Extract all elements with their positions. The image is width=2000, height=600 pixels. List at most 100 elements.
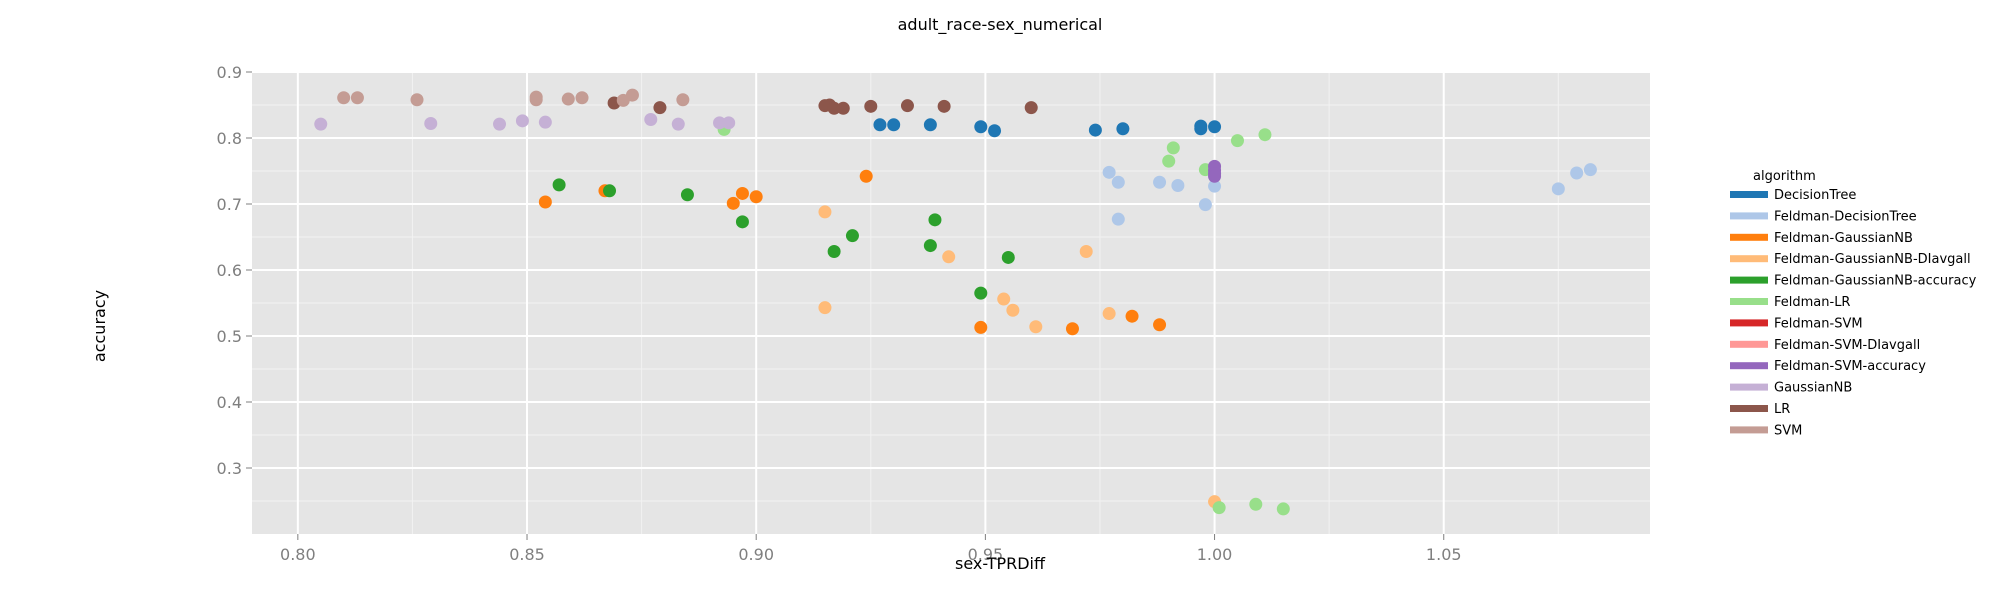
point-feldman-gaussiannb bbox=[538, 195, 552, 209]
point-lr bbox=[827, 101, 841, 115]
point-feldman-gaussiannb bbox=[1065, 322, 1079, 336]
y-tick-label: 0.5 bbox=[217, 327, 242, 346]
point-feldman-gaussiannb bbox=[726, 196, 740, 210]
legend-title: algorithm bbox=[1753, 169, 1816, 184]
legend-swatch-lr bbox=[1730, 405, 1768, 412]
point-feldman-lr bbox=[1258, 128, 1272, 142]
legend-swatch-feldman-gaussiannb-diavgall bbox=[1730, 255, 1768, 263]
point-decisiontree bbox=[1116, 122, 1130, 136]
point-gaussiannb bbox=[493, 117, 507, 131]
legend: algorithm DecisionTree Feldman-DecisionTr… bbox=[1730, 169, 1977, 438]
point-svm bbox=[410, 93, 424, 107]
legend-swatch-feldman-lr bbox=[1730, 298, 1768, 305]
legend-label-feldman-gaussiannb-accuracy: Feldman-GaussianNB-accuracy bbox=[1774, 274, 1977, 289]
point-decisiontree bbox=[887, 118, 901, 132]
point-feldman-lr bbox=[1162, 154, 1176, 168]
legend-label-feldman-svm-diavgall: Feldman-SVM-DIavgall bbox=[1774, 338, 1920, 353]
y-axis-title: accuracy bbox=[90, 290, 109, 362]
legend-label-gaussiannb: GaussianNB bbox=[1774, 381, 1852, 396]
point-feldman-gaussiannb-diavgall bbox=[1102, 307, 1116, 321]
legend-swatch-feldman-svm-accuracy bbox=[1730, 362, 1768, 370]
point-feldman-lr bbox=[1276, 502, 1290, 516]
point-svm bbox=[575, 91, 589, 105]
point-feldman-decisiontree bbox=[1153, 175, 1167, 189]
point-feldman-gaussiannb-diavgall bbox=[997, 292, 1011, 306]
point-decisiontree bbox=[988, 124, 1002, 138]
point-feldman-gaussiannb-diavgall bbox=[1079, 245, 1093, 259]
point-lr bbox=[900, 99, 914, 113]
legend-label-lr: LR bbox=[1774, 402, 1790, 417]
minor-grid bbox=[252, 72, 1650, 534]
point-feldman-gaussiannb-diavgall bbox=[1029, 320, 1043, 334]
point-decisiontree bbox=[1088, 123, 1102, 137]
x-tick-label: 0.95 bbox=[968, 545, 1004, 564]
point-gaussiannb bbox=[515, 114, 529, 128]
legend-swatch-gaussiannb bbox=[1730, 383, 1768, 391]
point-feldman-decisiontree bbox=[1111, 175, 1125, 189]
point-feldman-decisiontree bbox=[1102, 165, 1116, 179]
point-feldman-lr bbox=[1166, 141, 1180, 155]
point-feldman-gaussiannb bbox=[735, 186, 749, 200]
legend-label-svm: SVM bbox=[1774, 423, 1802, 438]
point-feldman-gaussiannb-accuracy bbox=[680, 188, 694, 202]
point-lr bbox=[653, 101, 667, 115]
point-feldman-decisiontree bbox=[1583, 163, 1597, 177]
point-feldman-gaussiannb-diavgall bbox=[818, 205, 832, 219]
point-feldman-gaussiannb-accuracy bbox=[552, 178, 566, 192]
point-feldman-lr bbox=[1249, 497, 1263, 511]
data-points bbox=[314, 88, 1597, 516]
point-svm bbox=[529, 90, 543, 104]
y-tick-label: 0.6 bbox=[217, 261, 242, 280]
x-axis: 0.80 0.85 0.90 0.95 1.00 1.05 bbox=[280, 534, 1462, 564]
point-gaussiannb bbox=[722, 116, 736, 130]
point-feldman-gaussiannb bbox=[1125, 309, 1139, 323]
y-axis: 0.3 0.4 0.5 0.6 0.7 0.8 0.9 bbox=[217, 63, 252, 478]
point-gaussiannb bbox=[538, 115, 552, 129]
legend-swatch-feldman-gaussiannb-accuracy bbox=[1730, 276, 1768, 284]
point-feldman-gaussiannb bbox=[859, 169, 873, 183]
point-svm bbox=[337, 91, 351, 105]
point-lr bbox=[836, 101, 850, 115]
point-feldman-gaussiannb-accuracy bbox=[1001, 250, 1015, 264]
point-feldman-gaussiannb bbox=[1153, 318, 1167, 332]
legend-label-feldman-gaussiannb: Feldman-GaussianNB bbox=[1774, 231, 1913, 246]
y-tick-label: 0.9 bbox=[217, 63, 242, 82]
point-svm bbox=[676, 93, 690, 107]
point-feldman-gaussiannb-diavgall bbox=[942, 250, 956, 264]
point-feldman-gaussiannb bbox=[974, 320, 988, 334]
x-tick-label: 1.00 bbox=[1197, 545, 1233, 564]
point-feldman-decisiontree bbox=[1198, 198, 1212, 212]
legend-label-decisiontree: DecisionTree bbox=[1774, 188, 1856, 203]
point-feldman-decisiontree bbox=[1111, 212, 1125, 226]
point-feldman-decisiontree bbox=[1570, 166, 1584, 180]
legend-swatch-feldman-svm-diavgall bbox=[1730, 340, 1768, 348]
point-gaussiannb bbox=[644, 113, 658, 127]
major-grid bbox=[252, 71, 1650, 534]
point-decisiontree bbox=[923, 118, 937, 132]
point-feldman-decisiontree bbox=[1208, 179, 1222, 193]
point-feldman-svm-accuracy bbox=[1208, 169, 1222, 183]
x-tick-label: 1.05 bbox=[1426, 545, 1462, 564]
point-svm bbox=[561, 92, 575, 106]
x-tick-label: 0.80 bbox=[280, 545, 316, 564]
x-tick-label: 0.90 bbox=[738, 545, 774, 564]
point-gaussiannb bbox=[424, 116, 438, 130]
point-feldman-decisiontree bbox=[1171, 179, 1185, 193]
legend-label-feldman-svm: Feldman-SVM bbox=[1774, 316, 1863, 331]
point-decisiontree bbox=[1194, 122, 1208, 136]
point-svm bbox=[350, 91, 364, 105]
point-feldman-gaussiannb-accuracy bbox=[928, 213, 942, 227]
y-tick-label: 0.8 bbox=[217, 129, 242, 148]
legend-swatch-feldman-svm bbox=[1730, 319, 1768, 327]
point-decisiontree bbox=[1208, 120, 1222, 134]
legend-label-feldman-gaussiannb-diavgall: Feldman-GaussianNB-DIavgall bbox=[1774, 252, 1971, 267]
legend-swatch-decisiontree bbox=[1730, 191, 1768, 198]
legend-label-feldman-svm-accuracy: Feldman-SVM-accuracy bbox=[1774, 359, 1926, 374]
point-gaussiannb bbox=[314, 117, 328, 131]
point-feldman-lr bbox=[1230, 134, 1244, 148]
point-feldman-decisiontree bbox=[1551, 182, 1565, 196]
legend-swatch-svm bbox=[1730, 426, 1768, 434]
point-feldman-gaussiannb-diavgall bbox=[1006, 303, 1020, 317]
point-svm bbox=[625, 88, 639, 102]
chart-title: adult_race-sex_numerical bbox=[898, 15, 1103, 35]
